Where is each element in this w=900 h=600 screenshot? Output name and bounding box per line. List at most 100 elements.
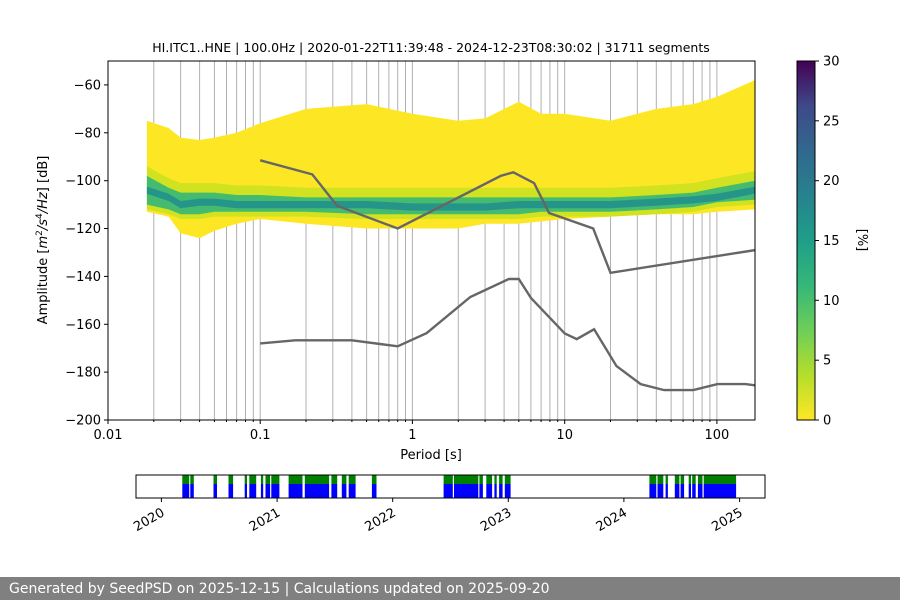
timeline-year-label: 2022: [363, 505, 399, 535]
colorbar-tick-label: 15: [823, 234, 840, 249]
timeline-data-segment: [680, 484, 685, 498]
y-axis: −200 −180 −160 −140 −120 −100 −80 −60: [65, 78, 108, 429]
timeline-data-segment: [657, 484, 664, 498]
noise-model-nhnm: [259, 159, 755, 275]
y-tick-label: −80: [74, 126, 101, 141]
timeline-data-segment: [244, 484, 247, 498]
timeline-data-segment: [265, 484, 271, 498]
colorbar-tick-label: 10: [823, 294, 840, 309]
timeline-year-label: 2024: [594, 505, 630, 535]
timeline-year-label: 2025: [709, 505, 745, 535]
footer-bar: Generated by SeedPSD on 2025-12-15 | Cal…: [0, 577, 900, 600]
timeline-data-segment: [228, 484, 234, 498]
timeline-flag-segment: [674, 475, 680, 484]
timeline-flag-segment: [249, 475, 257, 484]
timeline-data-segment: [504, 484, 511, 498]
timeline-data-segment: [494, 484, 497, 498]
timeline-data-segment: [182, 484, 190, 498]
timeline-data-segment: [665, 484, 668, 498]
y-tick-label: −120: [65, 222, 101, 237]
timeline-data-segment: [371, 484, 377, 498]
psd-band-mode: [146, 186, 755, 211]
colorbar-tick-label: 30: [823, 55, 840, 70]
timeline-flag-segment: [692, 475, 696, 484]
timeline-flag-segment: [190, 475, 194, 484]
timeline-flag-segment: [486, 475, 493, 484]
timeline-frame: [135, 474, 766, 499]
x-tick-label: 1: [408, 428, 416, 443]
y-axis-label: Amplitude [m2/s4/Hz] [dB]: [35, 156, 51, 325]
colorbar-tick-label: 0: [823, 414, 831, 429]
timeline-flag-segment: [454, 475, 479, 484]
x-tick-label: 10: [556, 428, 573, 443]
timeline-flag-segment: [443, 475, 453, 484]
timeline-flag-segment: [680, 475, 685, 484]
timeline-data-segment: [479, 484, 483, 498]
timeline-flag-segment: [665, 475, 668, 484]
timeline-data-segment: [443, 484, 453, 498]
timeline-data-segment: [288, 484, 303, 498]
timeline-flag-segment: [341, 475, 347, 484]
colorbar-tick-label: 5: [823, 354, 831, 369]
noise-models: [259, 159, 755, 392]
timeline-data-segment: [486, 484, 493, 498]
timeline-flag-segment: [479, 475, 483, 484]
timeline-flag-segment: [499, 475, 503, 484]
timeline-flag-segment: [504, 475, 511, 484]
x-tick-label: 0.01: [94, 428, 123, 443]
timeline-flag-segment: [649, 475, 657, 484]
timeline-data-segment: [213, 484, 217, 498]
timeline-data-segment: [331, 484, 338, 498]
availability-timeline: 2020 2021 2022 2023 2024 2025: [131, 474, 766, 535]
timeline-flag-segment: [348, 475, 356, 484]
plot-title: HI.ITC1..HNE | 100.0Hz | 2020-01-22T11:3…: [152, 40, 710, 55]
timeline-year-label: 2023: [478, 505, 514, 535]
timeline-flag-segment: [703, 475, 737, 484]
timeline-data-segment: [697, 484, 703, 498]
timeline-flag-segment: [260, 475, 264, 484]
timeline-flag-segment: [697, 475, 703, 484]
x-tick-label: 100: [704, 428, 729, 443]
timeline-data-segment: [674, 484, 680, 498]
x-axis-label: Period [s]: [400, 448, 462, 463]
timeline-flag-segment: [688, 475, 691, 484]
timeline-flag-segment: [265, 475, 271, 484]
timeline-flag-segment: [244, 475, 247, 484]
psd-plot: HI.ITC1..HNE | 100.0Hz | 2020-01-22T11:3…: [35, 40, 756, 463]
colorbar-gradient: [796, 60, 816, 421]
timeline-data-segment: [688, 484, 691, 498]
timeline-flag-segment: [371, 475, 377, 484]
timeline-year-label: 2020: [131, 505, 167, 535]
timeline-data-segment: [649, 484, 657, 498]
timeline-flag-segment: [271, 475, 280, 484]
timeline-data-segment: [304, 484, 330, 498]
colorbar: 0 5 10 15 20 25 30 [%]: [796, 55, 869, 429]
colorbar-tick-label: 20: [823, 174, 840, 189]
x-axis: 0.01 0.1 1 10 100: [94, 420, 729, 443]
y-tick-label: −180: [65, 366, 101, 381]
timeline-flag-segment: [304, 475, 330, 484]
figure: HI.ITC1..HNE | 100.0Hz | 2020-01-22T11:3…: [35, 40, 869, 535]
timeline-data-segment: [454, 484, 479, 498]
timeline-flag-segment: [331, 475, 338, 484]
y-tick-label: −100: [65, 174, 101, 189]
colorbar-tick-label: 25: [823, 114, 840, 129]
timeline-data-segment: [692, 484, 696, 498]
timeline-flag-segment: [657, 475, 664, 484]
timeline-data-segment: [341, 484, 347, 498]
timeline-segments: [182, 475, 737, 498]
grid-lines: [153, 61, 718, 420]
y-tick-label: −160: [65, 318, 101, 333]
footer-text: Generated by SeedPSD on 2025-12-15 | Cal…: [9, 581, 550, 597]
y-tick-label: −60: [74, 78, 101, 93]
plot-frame: [107, 60, 756, 421]
timeline-data-segment: [703, 484, 737, 498]
colorbar-label: [%]: [854, 229, 869, 252]
timeline-flag-segment: [228, 475, 234, 484]
timeline-flag-segment: [494, 475, 497, 484]
timeline-data-segment: [190, 484, 194, 498]
timeline-data-segment: [260, 484, 264, 498]
x-tick-label: 0.1: [250, 428, 271, 443]
timeline-flag-segment: [182, 475, 190, 484]
colorbar-ticks: 0 5 10 15 20 25 30: [815, 55, 840, 429]
